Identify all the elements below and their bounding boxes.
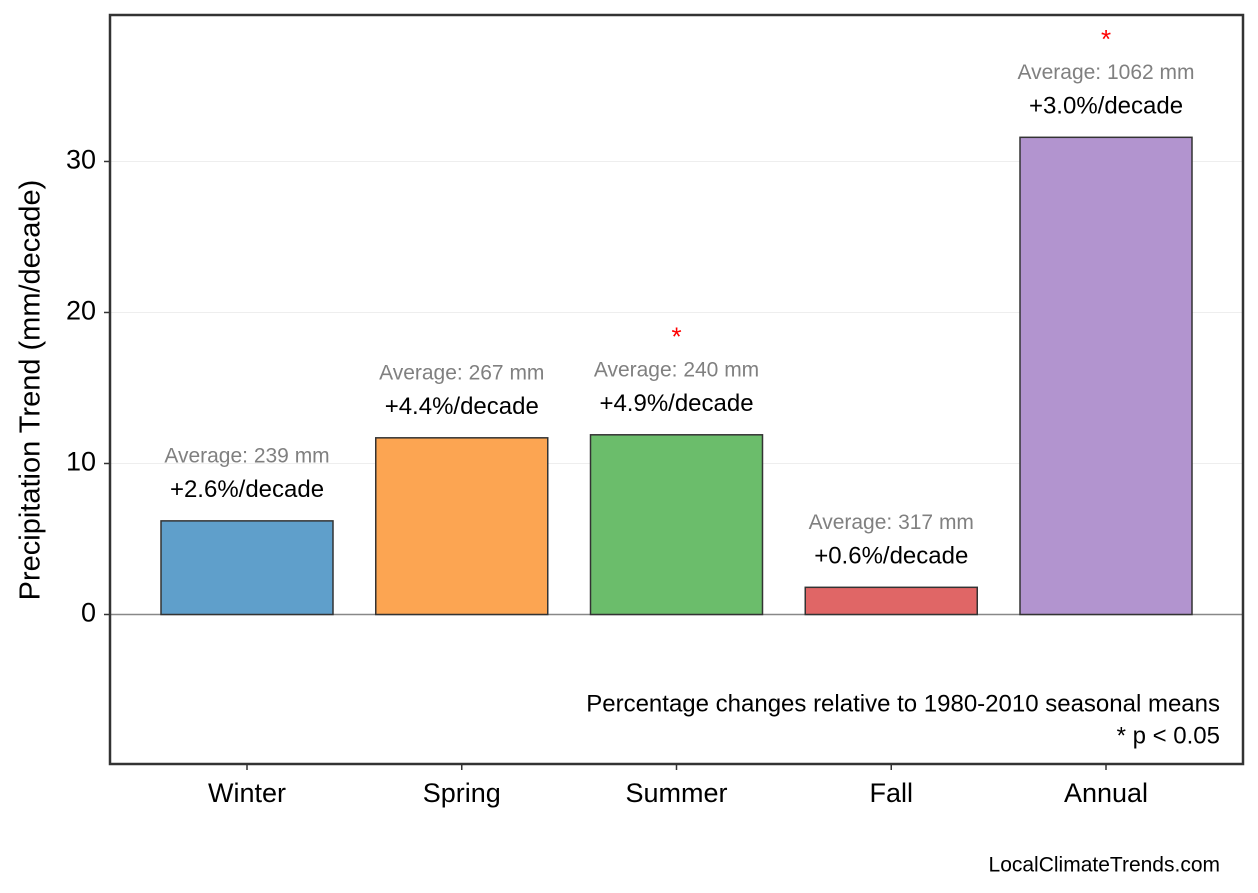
x-tick-label: Spring	[423, 778, 501, 808]
y-axis-label: Precipitation Trend (mm/decade)	[15, 180, 47, 601]
bar	[804, 586, 978, 616]
average-label: Average: 317 mm	[809, 511, 974, 534]
x-tick-label: Summer	[625, 778, 727, 808]
average-label: Average: 239 mm	[164, 444, 329, 467]
x-tick-label: Fall	[869, 778, 913, 808]
bar	[1019, 136, 1193, 616]
x-tick-label: Annual	[1064, 778, 1148, 808]
change-label: +3.0%/decade	[1029, 93, 1183, 120]
y-tick-label: 30	[66, 145, 96, 175]
source: LocalClimateTrends.com	[989, 854, 1220, 877]
bar	[589, 434, 764, 616]
x-tick-label: Winter	[208, 778, 286, 808]
change-label: +0.6%/decade	[814, 543, 968, 570]
significance-marker: *	[1101, 24, 1111, 54]
y-tick-label: 20	[66, 296, 96, 326]
change-label: +4.4%/decade	[385, 393, 539, 420]
significance-marker: *	[671, 322, 681, 352]
y-tick-label: 10	[66, 447, 96, 477]
plot-frame	[108, 13, 1245, 766]
bar	[160, 520, 334, 616]
change-label: +4.9%/decade	[599, 390, 753, 417]
y-tick-label: 0	[81, 598, 96, 628]
bar	[375, 437, 549, 616]
change-label: +2.6%/decade	[170, 476, 324, 503]
significance-note: * p < 0.05	[1117, 722, 1220, 749]
note: Percentage changes relative to 1980-2010…	[586, 690, 1220, 717]
average-label: Average: 267 mm	[379, 361, 544, 384]
average-label: Average: 240 mm	[594, 358, 759, 381]
average-label: Average: 1062 mm	[1017, 61, 1194, 84]
